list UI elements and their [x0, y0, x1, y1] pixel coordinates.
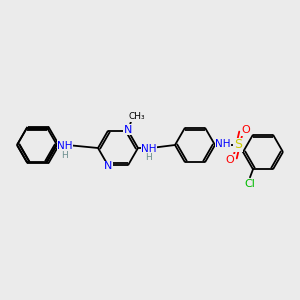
- Text: NH: NH: [57, 141, 73, 151]
- Text: N: N: [104, 161, 112, 171]
- Text: CH₃: CH₃: [129, 112, 145, 121]
- Text: Cl: Cl: [244, 179, 255, 189]
- Text: H: H: [146, 154, 152, 163]
- Text: NH: NH: [141, 144, 157, 154]
- Text: S: S: [234, 139, 242, 152]
- Text: H: H: [61, 151, 68, 160]
- Text: O: O: [226, 155, 234, 165]
- Text: O: O: [242, 125, 250, 135]
- Text: NH: NH: [215, 139, 231, 149]
- Text: N: N: [124, 125, 132, 135]
